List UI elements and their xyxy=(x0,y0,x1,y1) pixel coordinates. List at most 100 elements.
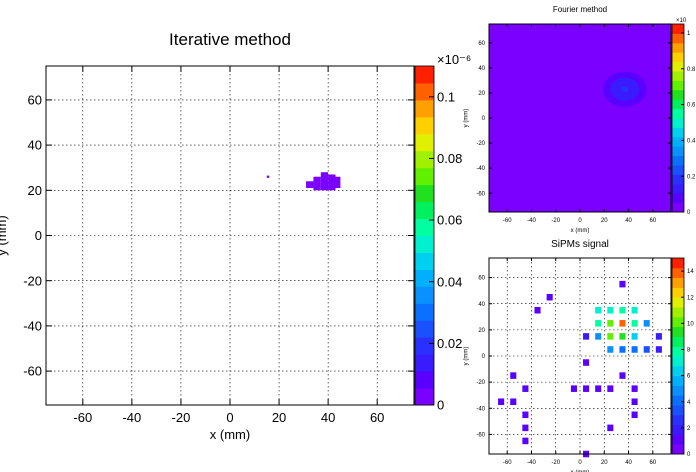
colorbar: 0 0.2 0.4 0.6 0.8 1 ×10 xyxy=(671,18,696,216)
colorbar-swatch xyxy=(672,193,684,204)
data-cell xyxy=(313,176,321,191)
data-cell xyxy=(328,174,336,191)
sipm-cell xyxy=(619,280,626,288)
x-axis-label: x (mm) xyxy=(571,470,590,472)
colorbar-swatch xyxy=(415,388,434,406)
sipm-cell xyxy=(583,359,590,366)
grid-lines xyxy=(46,66,414,405)
sipm-cell xyxy=(522,437,529,445)
colorbar-tick-label: 0.8 xyxy=(687,67,696,73)
sipm-cell xyxy=(643,320,650,327)
data-cell xyxy=(266,175,270,178)
colorbar-swatch xyxy=(415,337,434,355)
y-tick-label: 20 xyxy=(478,328,485,334)
colorbar-swatch xyxy=(672,42,684,53)
colorbar-swatch xyxy=(672,136,684,147)
sipm-cell xyxy=(595,320,602,327)
colorbar-swatch xyxy=(672,99,684,110)
panel-title: SiPMs signal xyxy=(551,239,609,250)
y-tick-label: 20 xyxy=(478,91,485,97)
sipm-cell xyxy=(522,411,529,419)
data-cell xyxy=(306,181,314,189)
sipm-cell xyxy=(619,333,626,340)
colorbar-tick-label: 0.06 xyxy=(437,213,462,228)
colorbar-swatch xyxy=(672,326,684,337)
colorbar-swatch xyxy=(672,267,684,279)
colorbar-tick-label: 0.1 xyxy=(437,89,455,104)
colorbar-swatch xyxy=(672,165,684,175)
colorbar-swatch xyxy=(415,286,434,304)
colorbar-tick-label: 0.08 xyxy=(437,151,462,166)
colorbar-tick-label: 0.2 xyxy=(687,174,696,180)
colorbar-tick-label: 14 xyxy=(687,269,694,275)
y-tick-label: -20 xyxy=(23,273,42,288)
sipm-cell xyxy=(655,333,662,340)
sipm-cell xyxy=(619,320,626,327)
sipm-cell xyxy=(631,398,638,405)
colorbar-swatch xyxy=(672,155,684,166)
colorbar-swatch xyxy=(415,269,434,287)
y-tick-label: 40 xyxy=(478,302,485,308)
panel-1: Iterative method -60 -40 -20 0 20 40 60 -60 -40 -2… xyxy=(0,30,471,442)
colorbar-frame xyxy=(414,65,435,406)
x-tick-label: 40 xyxy=(321,410,335,425)
x-tick-label: -40 xyxy=(527,460,536,466)
sipm-cell xyxy=(619,372,626,379)
colorbar-swatch xyxy=(672,146,684,157)
colorbar-swatch xyxy=(672,424,684,435)
colorbar-swatch xyxy=(672,287,684,298)
sipm-cell xyxy=(570,385,577,392)
colorbar-swatch xyxy=(415,116,434,135)
colorbar-swatch xyxy=(672,61,684,72)
colorbar-tick-label: 6 xyxy=(687,374,691,380)
sipm-cell xyxy=(522,385,529,392)
axes: -60 -40 -20 0 20 40 60 -60 -40 -20 0 20 40 60 xyxy=(23,66,414,425)
x-tick-label: -20 xyxy=(551,460,560,466)
sipm-cell xyxy=(607,424,614,432)
x-tick-label: -60 xyxy=(503,460,512,466)
data-marks xyxy=(266,172,341,191)
colorbar-tick-label: 1 xyxy=(687,31,691,37)
colorbar-swatch xyxy=(415,218,434,236)
y-tick-label: 40 xyxy=(478,66,485,72)
data-marks xyxy=(603,71,647,107)
colorbar-swatch xyxy=(415,150,434,169)
sipm-cell xyxy=(607,333,614,340)
colorbar-swatch xyxy=(415,66,434,84)
colorbar-swatch xyxy=(415,371,434,389)
x-tick-label: -20 xyxy=(172,410,191,425)
colorbar-swatch xyxy=(672,89,684,100)
x-tick-label: 40 xyxy=(625,218,632,224)
colorbar-swatch xyxy=(672,434,684,445)
y-tick-label: 20 xyxy=(28,183,42,198)
colorbar-swatch xyxy=(672,346,684,357)
x-tick-label: 0 xyxy=(578,460,582,466)
y-tick-label: 0 xyxy=(482,116,486,122)
colorbar-tick-label: 0 xyxy=(437,398,444,413)
colorbar-swatch xyxy=(672,118,684,128)
colorbar-swatch xyxy=(672,336,684,347)
sipm-cell xyxy=(607,307,614,314)
x-tick-label: 20 xyxy=(601,218,608,224)
data-cell xyxy=(320,172,329,191)
axes: -60 -40 -20 0 20 40 60 -60 -40 -20 0 20 40 60 xyxy=(476,24,671,224)
colorbar-swatch xyxy=(672,52,684,63)
panel-title: Fourier method xyxy=(553,5,607,14)
colorbar-swatch xyxy=(672,24,684,34)
colorbar-swatch xyxy=(415,201,434,220)
colorbar-swatch xyxy=(672,202,684,213)
colorbar-swatch xyxy=(672,297,684,308)
colorbar-swatch xyxy=(672,356,684,367)
colorbar-tick-label: 0 xyxy=(687,452,691,458)
y-tick-label: -20 xyxy=(476,141,485,147)
colorbar-swatch xyxy=(672,444,684,455)
colorbar-tick-label: 0.6 xyxy=(687,103,696,109)
colorbar-swatch xyxy=(672,395,684,406)
x-tick-label: -40 xyxy=(527,218,536,224)
colorbar-swatch xyxy=(672,127,684,138)
colorbar-swatch xyxy=(672,316,684,328)
colorbar-swatch xyxy=(415,184,434,203)
sipm-cell xyxy=(631,333,638,340)
colorbar-exponent: ×10⁻⁶ xyxy=(437,52,471,67)
